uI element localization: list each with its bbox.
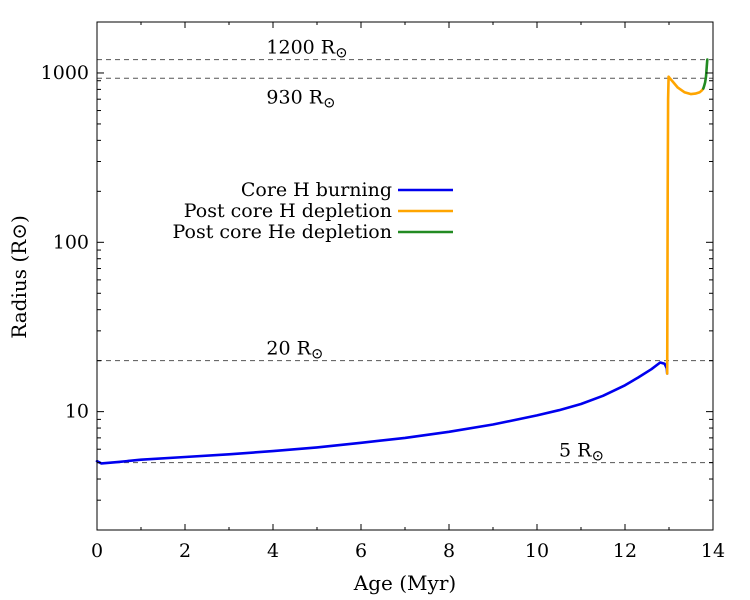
series-lines (95, 58, 709, 465)
x-tick-label-8: 8 (443, 540, 455, 562)
series-line-1 (95, 361, 669, 465)
x-axis-label: Age (Myr) (353, 571, 456, 595)
legend-label-3: Post core He depletion (173, 221, 392, 243)
x-tick-label-2: 2 (179, 540, 191, 562)
series-line-2 (665, 75, 705, 375)
y-tick-label-1000: 1000 (41, 62, 89, 84)
x-tick-label-0: 0 (91, 540, 103, 562)
reference-label-5: 5 R⊙ (559, 440, 604, 465)
x-tick-label-14: 14 (701, 540, 725, 562)
axes: 0 2 4 6 8 10 12 14 10 100 1000 (41, 21, 725, 562)
x-tick-label-10: 10 (525, 540, 549, 562)
reference-label-20: 20 R⊙ (266, 338, 323, 363)
x-tick-label-12: 12 (613, 540, 637, 562)
y-tick-label-100: 100 (53, 231, 89, 253)
legend-label-2: Post core H depletion (184, 200, 392, 222)
plot-frame (96, 21, 714, 531)
series-line-3 (701, 58, 709, 90)
x-tick-label-4: 4 (267, 540, 279, 562)
reference-label-1200: 1200 R⊙ (266, 37, 347, 62)
y-axis-label: Radius (R⊙) (7, 215, 31, 339)
legend-label-1: Core H burning (241, 179, 392, 201)
reference-lines: 1200 R⊙ 930 R⊙ 20 R⊙ 5 R⊙ (97, 37, 713, 465)
reference-label-930: 930 R⊙ (266, 86, 335, 111)
x-tick-label-6: 6 (355, 540, 367, 562)
y-tick-label-10: 10 (65, 401, 89, 423)
